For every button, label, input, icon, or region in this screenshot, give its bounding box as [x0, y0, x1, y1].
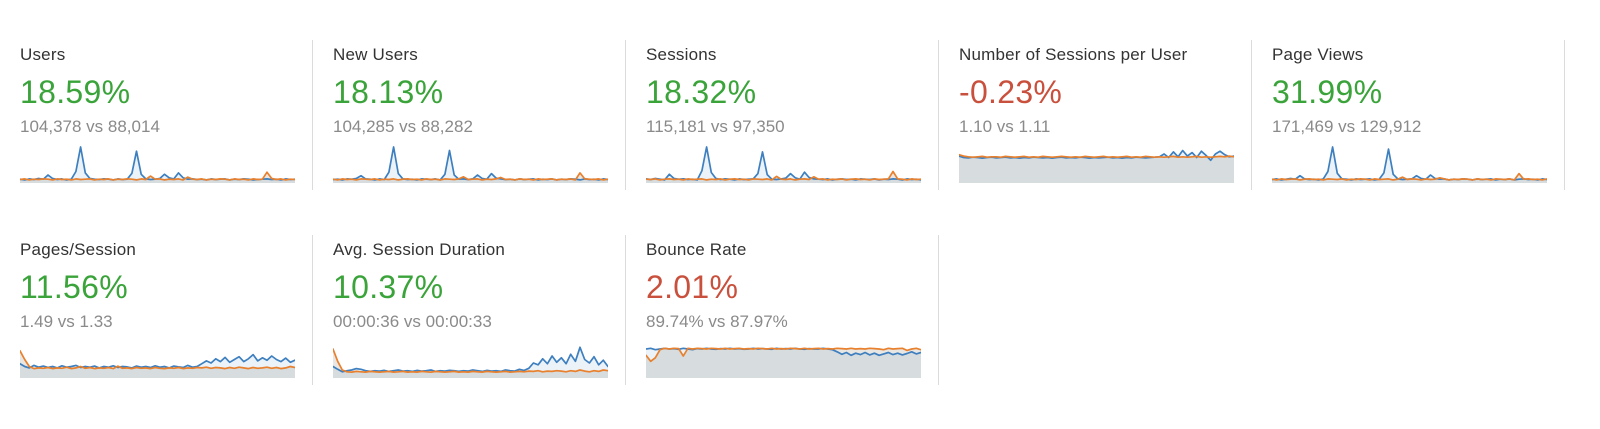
- sparkline-chart-new-users: [333, 146, 608, 183]
- current-period-area: [1272, 147, 1547, 183]
- metric-card-new-users[interactable]: New Users 18.13% 104,285 vs 88,282: [313, 40, 626, 190]
- metric-card-pages-per-session[interactable]: Pages/Session 11.56% 1.49 vs 1.33: [0, 235, 313, 385]
- previous-period-line: [646, 347, 921, 363]
- current-period-area: [20, 354, 295, 378]
- metric-change-percent: 18.13%: [333, 74, 444, 110]
- sparkline-chart-avg-session-duration: [333, 346, 608, 378]
- current-period-line: [1272, 146, 1547, 181]
- previous-period-line: [959, 153, 1234, 159]
- previous-period-line: [20, 349, 295, 370]
- metric-change-percent: 11.56%: [20, 269, 128, 305]
- previous-period-area: [1272, 173, 1547, 183]
- metric-title: Sessions: [646, 45, 717, 64]
- sparkline-chart-page-views: [1272, 146, 1547, 183]
- metric-title: Page Views: [1272, 45, 1364, 64]
- metric-comparison: 89.74% vs 87.97%: [646, 312, 788, 331]
- previous-period-area: [646, 348, 921, 378]
- previous-period-line: [333, 348, 608, 373]
- metric-change-percent: 18.32%: [646, 74, 757, 110]
- sparkline-chart-bounce-rate: [646, 347, 921, 378]
- metric-card-page-views[interactable]: Page Views 31.99% 171,469 vs 129,912: [1252, 40, 1565, 190]
- metric-comparison: 00:00:36 vs 00:00:33: [333, 312, 492, 331]
- metric-card-users[interactable]: Users 18.59% 104,378 vs 88,014: [0, 40, 313, 190]
- current-period-area: [646, 147, 921, 183]
- previous-period-area: [959, 154, 1234, 183]
- scorecard-row-1: Users 18.59% 104,378 vs 88,014 New Users…: [0, 40, 1600, 190]
- previous-period-area: [20, 172, 295, 183]
- metric-change-percent: 18.59%: [20, 74, 131, 110]
- metric-comparison: 104,285 vs 88,282: [333, 117, 473, 136]
- metric-comparison: 1.10 vs 1.11: [959, 117, 1051, 136]
- sparkline-chart-users: [20, 146, 295, 183]
- metric-title: Users: [20, 45, 66, 64]
- metric-card-avg-session-duration[interactable]: Avg. Session Duration 10.37% 00:00:36 vs…: [313, 235, 626, 385]
- current-period-area: [20, 147, 295, 183]
- current-period-line: [333, 146, 608, 181]
- metric-comparison: 104,378 vs 88,014: [20, 117, 160, 136]
- metric-card-sessions[interactable]: Sessions 18.32% 115,181 vs 97,350: [626, 40, 939, 190]
- sparkline-chart-sessions: [646, 146, 921, 183]
- metric-change-percent: 31.99%: [1272, 74, 1383, 110]
- previous-period-line: [20, 171, 295, 181]
- previous-period-line: [646, 170, 921, 181]
- current-period-area: [333, 147, 608, 183]
- current-period-area: [646, 348, 921, 378]
- metric-title: Avg. Session Duration: [333, 240, 506, 259]
- metric-title: Bounce Rate: [646, 240, 747, 259]
- metric-title: New Users: [333, 45, 418, 64]
- previous-period-area: [20, 350, 295, 378]
- current-period-line: [333, 346, 608, 373]
- metric-change-percent: 10.37%: [333, 269, 444, 305]
- metric-change-percent: 2.01%: [646, 269, 739, 305]
- current-period-area: [959, 150, 1234, 183]
- metric-title: Number of Sessions per User: [959, 45, 1188, 64]
- sparkline-chart-sessions-per-user: [959, 149, 1234, 183]
- metric-card-sessions-per-user[interactable]: Number of Sessions per User -0.23% 1.10 …: [939, 40, 1252, 190]
- sparkline-chart-pages-per-session: [20, 349, 295, 378]
- previous-period-line: [1272, 172, 1547, 181]
- metric-title: Pages/Session: [20, 240, 137, 259]
- current-period-line: [20, 146, 295, 181]
- metric-change-percent: -0.23%: [959, 74, 1063, 110]
- metric-comparison: 115,181 vs 97,350: [646, 117, 785, 136]
- previous-period-line: [333, 172, 608, 181]
- metric-comparison: 171,469 vs 129,912: [1272, 117, 1422, 136]
- metric-card-bounce-rate[interactable]: Bounce Rate 2.01% 89.74% vs 87.97%: [626, 235, 939, 385]
- analytics-scorecard-dashboard: Users 18.59% 104,378 vs 88,014 New Users…: [0, 40, 1600, 429]
- scorecard-row-2: Pages/Session 11.56% 1.49 vs 1.33 Avg. S…: [0, 235, 1600, 385]
- metric-comparison: 1.49 vs 1.33: [20, 312, 113, 331]
- current-period-line: [646, 146, 921, 181]
